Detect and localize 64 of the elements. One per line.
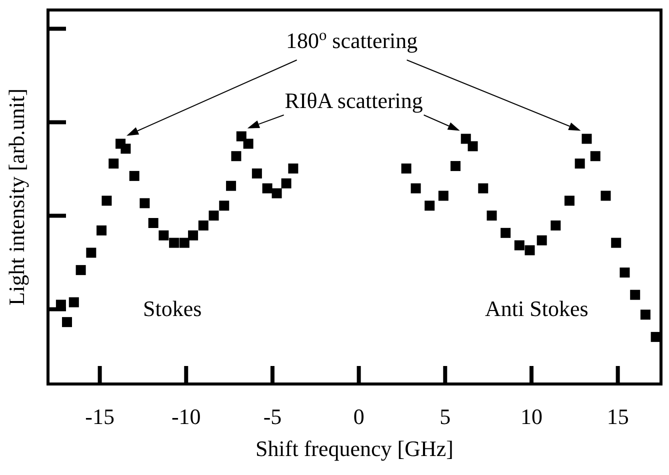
x-tick-label: -15: [85, 404, 114, 429]
point: [468, 141, 478, 152]
point: [140, 198, 150, 208]
point: [514, 240, 524, 250]
point: [438, 190, 448, 201]
x-tick-label: 5: [440, 404, 451, 429]
point: [226, 180, 236, 191]
point: [550, 220, 561, 230]
y-axis-title: Light intensity [arb.unit]: [4, 88, 29, 306]
point: [272, 188, 282, 198]
point: [108, 158, 119, 169]
point: [524, 245, 535, 256]
point: [243, 138, 254, 149]
point: [564, 196, 574, 206]
point: [169, 238, 180, 248]
point: [96, 225, 107, 236]
point: [208, 210, 219, 221]
annotation: Anti Stokes: [485, 296, 588, 321]
point: [120, 144, 131, 154]
point: [536, 235, 547, 246]
point: [620, 268, 630, 278]
point: [590, 151, 600, 162]
point: [188, 230, 198, 240]
point: [401, 164, 412, 174]
point: [600, 190, 611, 201]
point: [86, 248, 96, 258]
point: [219, 200, 230, 211]
x-tick-label: -5: [263, 404, 282, 429]
point: [231, 151, 242, 162]
x-tick-label: -10: [171, 404, 201, 429]
annotation: Stokes: [142, 296, 202, 321]
point: [574, 158, 585, 169]
x-tick-label: 15: [606, 404, 629, 429]
point: [288, 164, 298, 174]
point: [262, 183, 272, 194]
point: [640, 310, 650, 320]
point: [450, 161, 461, 172]
point: [486, 210, 497, 221]
point: [424, 200, 435, 211]
point: [62, 317, 72, 328]
point: [198, 220, 208, 230]
point: [478, 183, 488, 194]
point: [630, 290, 640, 300]
text: RIθA scattering: [284, 88, 423, 113]
point: [236, 131, 246, 142]
point: [158, 230, 169, 240]
point: [129, 170, 140, 181]
point: [650, 332, 661, 342]
text: 180$^{o}$ scattering: [286, 26, 418, 53]
point: [179, 238, 190, 248]
point: [281, 178, 292, 188]
point: [68, 297, 79, 308]
point: [102, 196, 112, 206]
x-axis-title: Shift frequency [GHz]: [256, 436, 454, 461]
point: [611, 238, 622, 248]
point: [76, 265, 86, 276]
point: [582, 134, 592, 144]
point: [252, 168, 262, 178]
point: [148, 218, 158, 228]
point: [460, 134, 471, 144]
point: [500, 228, 511, 238]
point: [410, 183, 421, 194]
x-tick-label: 10: [520, 404, 542, 429]
x-tick-label: 0: [353, 404, 364, 429]
